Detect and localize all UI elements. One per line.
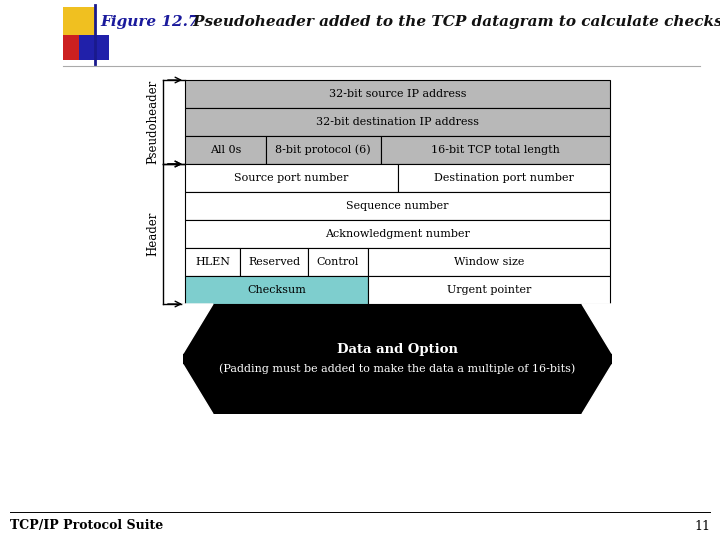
Text: Window size: Window size bbox=[454, 257, 524, 267]
Text: 32-bit source IP address: 32-bit source IP address bbox=[329, 89, 467, 99]
Text: HLEN: HLEN bbox=[195, 257, 230, 267]
Bar bbox=[397, 164, 610, 192]
Text: Source port number: Source port number bbox=[234, 173, 348, 183]
Text: 32-bit destination IP address: 32-bit destination IP address bbox=[316, 117, 479, 127]
Polygon shape bbox=[183, 364, 213, 414]
Bar bbox=[185, 108, 610, 136]
Bar bbox=[266, 136, 380, 164]
Bar bbox=[185, 164, 397, 192]
Text: Urgent pointer: Urgent pointer bbox=[446, 285, 531, 295]
Polygon shape bbox=[183, 304, 213, 354]
Bar bbox=[63, 35, 79, 60]
Text: TCP/IP Protocol Suite: TCP/IP Protocol Suite bbox=[10, 519, 163, 532]
Text: Figure 12.7: Figure 12.7 bbox=[100, 15, 199, 29]
Bar bbox=[368, 248, 610, 276]
Bar bbox=[63, 7, 95, 35]
Bar bbox=[183, 304, 612, 414]
Text: Checksum: Checksum bbox=[247, 285, 306, 295]
Bar bbox=[368, 276, 610, 304]
Bar bbox=[79, 35, 109, 60]
Text: Control: Control bbox=[317, 257, 359, 267]
Text: Data and Option: Data and Option bbox=[337, 342, 458, 355]
Bar bbox=[185, 276, 368, 304]
Text: Header: Header bbox=[146, 212, 160, 256]
Text: 16-bit TCP total length: 16-bit TCP total length bbox=[431, 145, 559, 155]
Text: 8-bit protocol (6): 8-bit protocol (6) bbox=[275, 145, 371, 156]
Text: All 0s: All 0s bbox=[210, 145, 241, 155]
Text: Acknowledgment number: Acknowledgment number bbox=[325, 229, 470, 239]
Bar bbox=[185, 192, 610, 220]
Text: Reserved: Reserved bbox=[248, 257, 300, 267]
Bar bbox=[185, 220, 610, 248]
Polygon shape bbox=[582, 364, 612, 414]
Bar bbox=[380, 136, 610, 164]
Bar bbox=[308, 248, 368, 276]
Text: Pseudoheader added to the TCP datagram to calculate checksum: Pseudoheader added to the TCP datagram t… bbox=[172, 15, 720, 29]
Bar bbox=[185, 80, 610, 108]
Text: Sequence number: Sequence number bbox=[346, 201, 449, 211]
Polygon shape bbox=[582, 304, 612, 354]
Text: 11: 11 bbox=[694, 519, 710, 532]
Text: (Padding must be added to make the data a multiple of 16-bits): (Padding must be added to make the data … bbox=[220, 364, 575, 374]
Bar bbox=[185, 248, 240, 276]
Bar bbox=[185, 136, 266, 164]
Bar bbox=[240, 248, 308, 276]
Text: Destination port number: Destination port number bbox=[434, 173, 574, 183]
Text: Pseudoheader: Pseudoheader bbox=[146, 80, 160, 164]
